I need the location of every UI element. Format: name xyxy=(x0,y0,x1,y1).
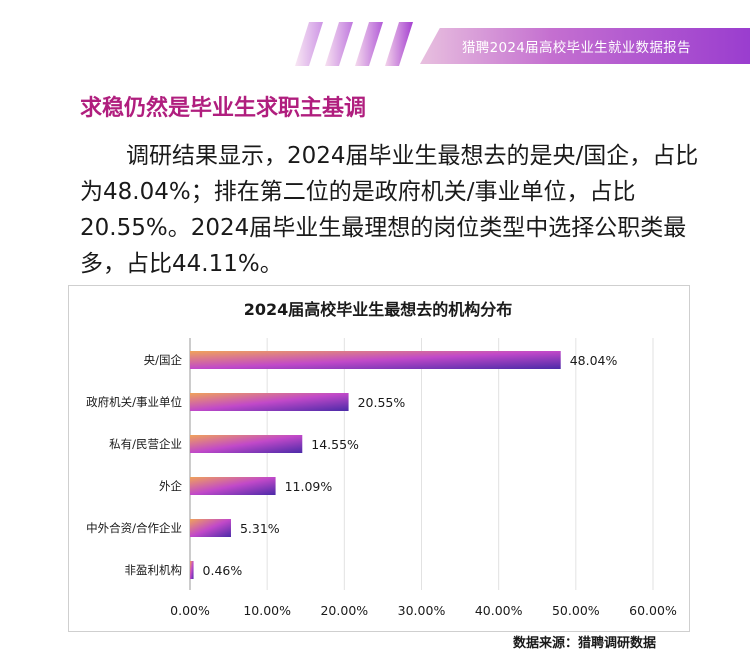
category-label: 外企 xyxy=(159,479,182,493)
decorative-stripes xyxy=(295,22,413,66)
value-label: 11.09% xyxy=(285,479,333,494)
grid-layer xyxy=(189,338,654,590)
category-label: 政府机关/事业单位 xyxy=(86,395,182,409)
bar-layer: 央/国企 48.04% 政府机关/事业单位 20.55% 私有/民营企业 14.55% 外企… xyxy=(86,351,617,579)
category-label: 非盈利机构 xyxy=(125,563,183,577)
data-source: 数据来源：猎聘调研数据 xyxy=(513,636,657,651)
x-tick-label: 30.00% xyxy=(398,603,446,618)
section-title: 求稳仍然是毕业生求职主基调 xyxy=(80,96,367,121)
category-label: 央/国企 xyxy=(144,353,183,367)
bar xyxy=(190,393,349,411)
bar xyxy=(190,477,276,495)
x-tick-label: 60.00% xyxy=(629,603,677,618)
header-band xyxy=(420,28,750,64)
chart-frame xyxy=(68,285,690,632)
bar xyxy=(190,435,303,453)
category-label: 私有/民营企业 xyxy=(109,437,182,451)
value-label: 48.04% xyxy=(570,353,618,368)
summary-paragraph: 调研结果显示，2024届毕业生最想去的是央/国企，占比为48.04%；排在第二位… xyxy=(80,143,699,277)
x-tick-label: 10.00% xyxy=(243,603,291,618)
x-tick-label: 20.00% xyxy=(320,603,368,618)
chart-title: 2024届高校毕业生最想去的机构分布 xyxy=(243,300,513,319)
bar xyxy=(190,561,194,579)
value-label: 14.55% xyxy=(311,437,359,452)
value-label: 0.46% xyxy=(203,563,243,578)
value-label: 20.55% xyxy=(358,395,406,410)
category-label: 中外合资/合作企业 xyxy=(86,521,182,535)
x-tick-label: 40.00% xyxy=(475,603,523,618)
bar xyxy=(190,519,231,537)
report-title: 猎聘2024届高校毕业生就业数据报告 xyxy=(462,40,691,56)
bar xyxy=(190,351,561,369)
value-label: 5.31% xyxy=(240,521,280,536)
x-tick-label: 50.00% xyxy=(552,603,600,618)
tick-layer: 0.00% 10.00% 20.00% 30.00% 40.00% 50.00% 60.00… xyxy=(170,603,677,618)
x-tick-label: 0.00% xyxy=(170,603,210,618)
